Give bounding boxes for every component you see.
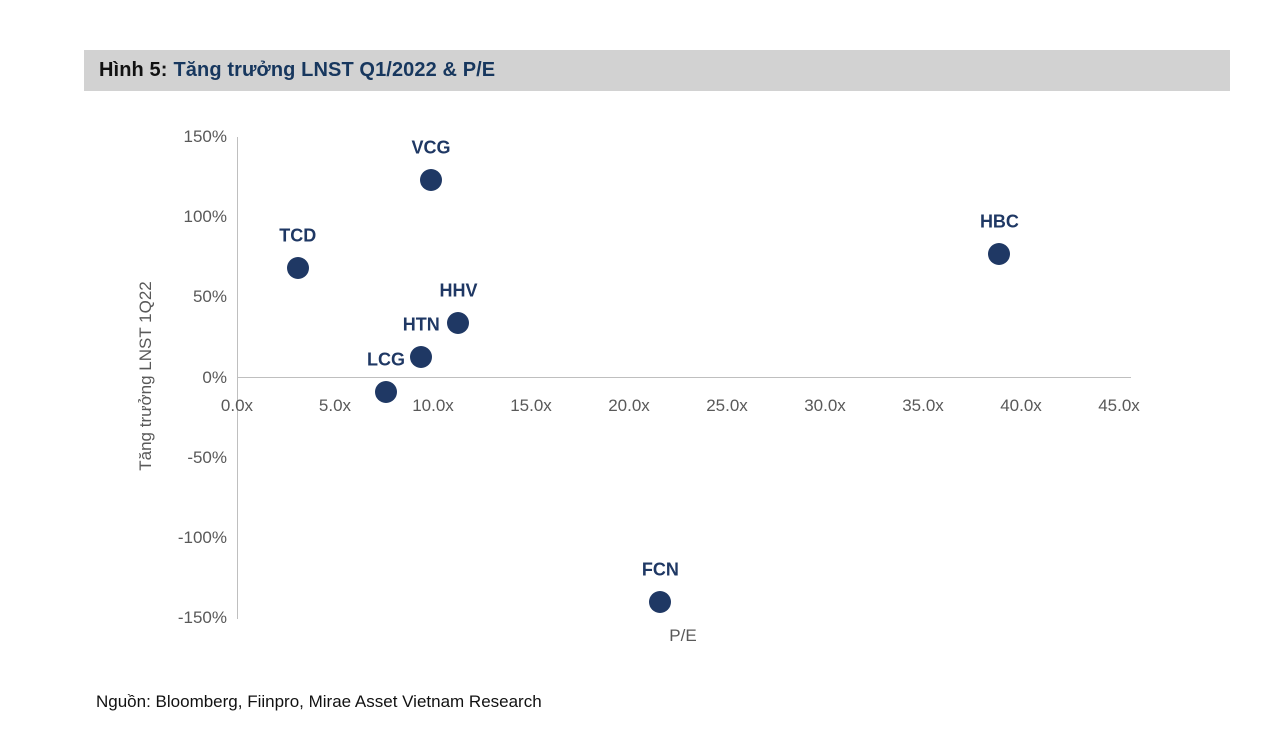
y-tick-label: 100% [183, 207, 227, 227]
x-axis-line [237, 377, 1131, 378]
y-axis-line [237, 137, 238, 619]
x-axis-title: P/E [669, 626, 697, 645]
x-tick-label: 45.0x [1098, 396, 1140, 415]
x-tick-label: 25.0x [706, 396, 748, 415]
data-point-label-fcn: FCN [641, 559, 679, 580]
data-point-dot-hhv [447, 311, 470, 334]
figure-number-label: Hình 5: [99, 59, 168, 81]
x-tick-label: 40.0x [1000, 396, 1042, 415]
data-point-label-htn: HTN [402, 314, 440, 335]
y-tick-label: 50% [192, 287, 227, 307]
data-point-dot-vcg [420, 169, 443, 192]
source-note: Nguồn: Bloomberg, Fiinpro, Mirae Asset V… [96, 692, 542, 711]
x-tick-label: 15.0x [510, 396, 552, 415]
data-point-dot-lcg [374, 380, 397, 403]
figure-title-bar: Hình 5: Tăng trưởng LNST Q1/2022 & P/E [84, 50, 1230, 91]
data-point-label-vcg: VCG [411, 137, 451, 158]
data-point-label-hhv: HHV [439, 280, 478, 301]
y-tick-label: 0% [202, 367, 227, 387]
data-point-dot-fcn [649, 590, 672, 613]
data-point-label-hbc: HBC [979, 211, 1019, 232]
y-tick-label: -50% [187, 447, 227, 467]
x-tick-label: 30.0x [804, 396, 846, 415]
data-point-dot-hbc [988, 243, 1011, 266]
data-point-dot-tcd [286, 257, 309, 280]
y-tick-label: 150% [183, 127, 227, 146]
data-point-dot-htn [410, 345, 433, 368]
x-tick-label: 35.0x [902, 396, 944, 415]
y-tick-label: -150% [177, 608, 227, 627]
figure-title-text: Tăng trưởng LNST Q1/2022 & P/E [173, 59, 496, 81]
x-tick-label: 20.0x [608, 396, 650, 415]
y-tick-label: -100% [177, 527, 227, 547]
data-point-label-tcd: TCD [279, 225, 317, 246]
y-axis-title: Tăng trưởng LNST 1Q22 [136, 281, 155, 471]
x-tick-label: 10.0x [412, 396, 454, 415]
x-tick-label: 5.0x [318, 396, 352, 415]
scatter-plot-area: TCD LCG HTN VCG HHV FCN HBC [237, 137, 1131, 619]
x-tick-label: 0.0x [220, 396, 254, 415]
data-point-label-lcg: LCG [366, 349, 405, 370]
